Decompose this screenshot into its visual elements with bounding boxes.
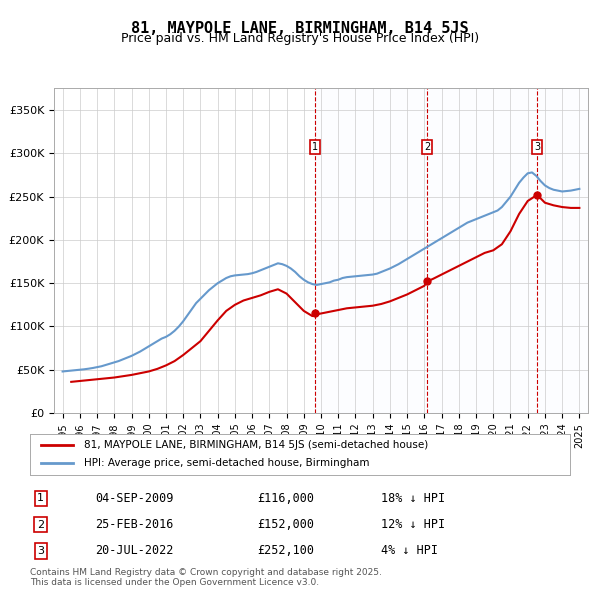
Text: 4% ↓ HPI: 4% ↓ HPI [381,545,438,558]
Text: 81, MAYPOLE LANE, BIRMINGHAM, B14 5JS: 81, MAYPOLE LANE, BIRMINGHAM, B14 5JS [131,21,469,35]
Text: 3: 3 [534,142,540,152]
Text: 25-FEB-2016: 25-FEB-2016 [95,518,173,531]
Text: HPI: Average price, semi-detached house, Birmingham: HPI: Average price, semi-detached house,… [84,458,370,468]
Text: £152,000: £152,000 [257,518,314,531]
Text: £116,000: £116,000 [257,492,314,505]
Text: 1: 1 [312,142,319,152]
Text: 81, MAYPOLE LANE, BIRMINGHAM, B14 5JS (semi-detached house): 81, MAYPOLE LANE, BIRMINGHAM, B14 5JS (s… [84,440,428,450]
Text: 2: 2 [424,142,430,152]
Text: Price paid vs. HM Land Registry's House Price Index (HPI): Price paid vs. HM Land Registry's House … [121,32,479,45]
Text: 2: 2 [37,520,44,530]
Bar [316,88,588,413]
Text: 12% ↓ HPI: 12% ↓ HPI [381,518,445,531]
Text: 18% ↓ HPI: 18% ↓ HPI [381,492,445,505]
Text: Contains HM Land Registry data © Crown copyright and database right 2025.
This d: Contains HM Land Registry data © Crown c… [30,568,382,587]
Text: 1: 1 [37,493,44,503]
Text: 3: 3 [37,546,44,556]
Text: £252,100: £252,100 [257,545,314,558]
Text: 20-JUL-2022: 20-JUL-2022 [95,545,173,558]
Text: 04-SEP-2009: 04-SEP-2009 [95,492,173,505]
